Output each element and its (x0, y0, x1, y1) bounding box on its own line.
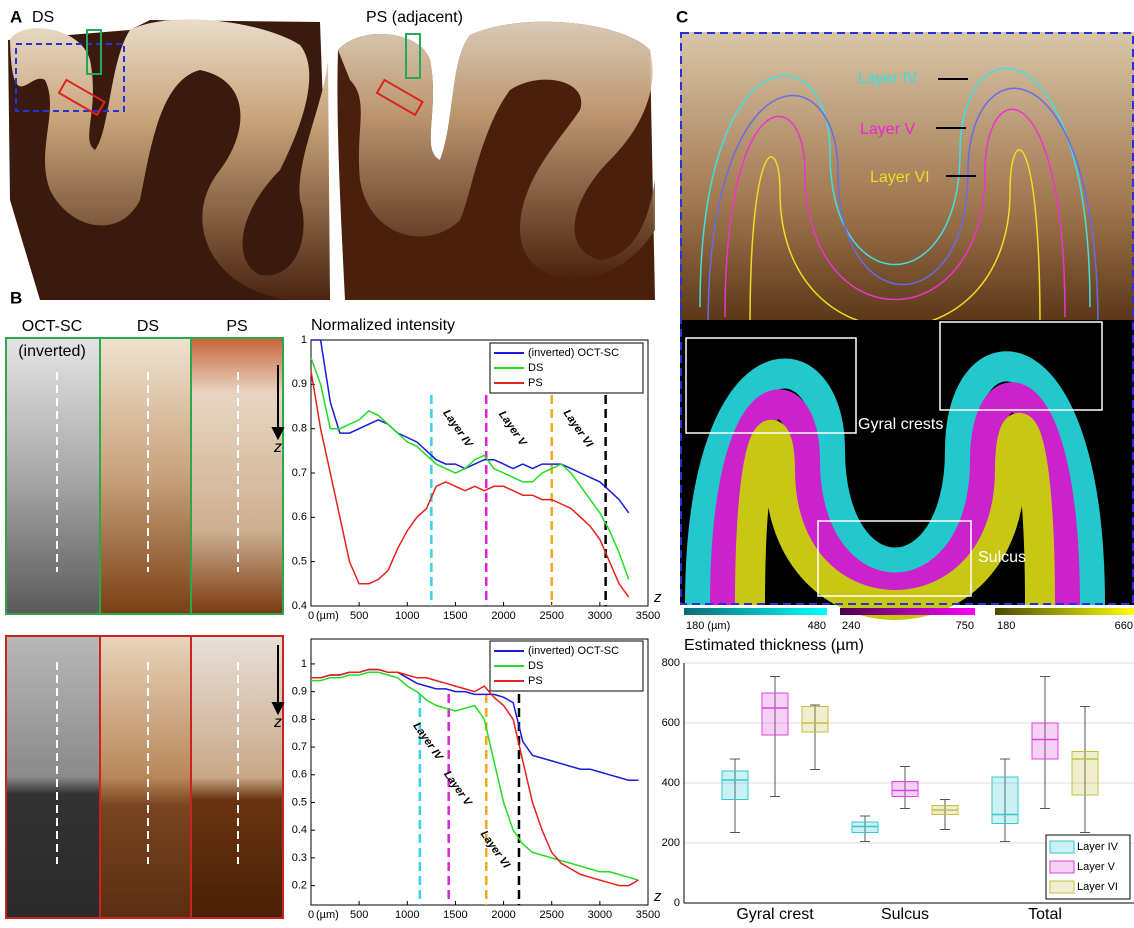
depth-label: z (273, 439, 282, 456)
x-tick-label: 1500 (443, 909, 467, 921)
chart-title: Normalized intensity (311, 317, 455, 334)
colorbar-label: 660 (1115, 620, 1133, 632)
x-tick-label: Total (1028, 906, 1062, 923)
box (1032, 723, 1058, 759)
x-tick-label: Gyral crest (736, 906, 814, 923)
box (992, 777, 1018, 824)
y-tick-label: 0.7 (292, 741, 307, 753)
y-tick-label: 0.6 (292, 769, 307, 781)
legend-label: PS (528, 377, 543, 389)
y-tick-label: 800 (662, 657, 680, 669)
y-tick-label: 400 (662, 777, 680, 789)
layer-label: Layer IV (858, 70, 918, 87)
column-label: DS (137, 318, 159, 335)
colorbar-label: 480 (808, 620, 826, 632)
panel-label: B (10, 288, 22, 307)
legend-swatch (1050, 841, 1074, 853)
x-tick-label: 3000 (588, 610, 612, 622)
x-axis-label: z (653, 589, 662, 606)
colorbar-label: 240 (842, 620, 860, 632)
column-label: PS (226, 318, 247, 335)
y-tick-label: 0.3 (292, 852, 307, 864)
region-label: Gyral crests (858, 416, 943, 433)
y-tick-label: 1 (301, 658, 307, 670)
colorbar-label: 750 (956, 620, 974, 632)
depth-label: z (273, 714, 282, 731)
x-tick-label: 500 (350, 610, 368, 622)
x-tick-label: 0 (308, 909, 314, 921)
panel-label: C (676, 7, 688, 26)
x-tick-label: 1500 (443, 610, 467, 622)
y-tick-label: 0.8 (292, 423, 307, 435)
box (762, 693, 788, 735)
box (1072, 752, 1098, 796)
legend-label: Layer IV (1077, 841, 1119, 853)
panel-c-images (680, 32, 1134, 615)
x-tick-label: 0 (308, 610, 314, 622)
y-tick-label: 0.8 (292, 713, 307, 725)
panel-b-images (6, 338, 283, 918)
image-label: DS (32, 9, 54, 26)
y-tick-label: 0.5 (292, 796, 307, 808)
legend-label: DS (528, 660, 543, 672)
legend-label: PS (528, 675, 543, 687)
chart-title: Estimated thickness (µm) (684, 637, 864, 654)
y-tick-label: 0.4 (292, 600, 307, 612)
x-tick-label: 2000 (491, 909, 515, 921)
y-tick-label: 0.2 (292, 880, 307, 892)
x-tick-label: 2000 (491, 610, 515, 622)
x-tick-label: 2500 (539, 610, 563, 622)
x-tick-label: 1000 (395, 610, 419, 622)
panel-label: A (10, 7, 22, 26)
y-tick-label: 0.6 (292, 511, 307, 523)
x-unit: (µm) (316, 909, 339, 921)
y-tick-label: 0.5 (292, 556, 307, 568)
x-tick-label: 3500 (636, 610, 660, 622)
y-tick-label: 200 (662, 837, 680, 849)
x-tick-label: 3000 (588, 909, 612, 921)
y-tick-label: 0.7 (292, 467, 307, 479)
x-unit: (µm) (316, 610, 339, 622)
colorbar-label: 180 (µm) (686, 620, 730, 632)
x-tick-label: 1000 (395, 909, 419, 921)
layer-label: Layer VI (870, 169, 930, 186)
x-axis-label: z (653, 888, 662, 905)
legend-label: (inverted) OCT-SC (528, 645, 619, 657)
region-label: Sulcus (978, 549, 1026, 566)
y-tick-label: 600 (662, 717, 680, 729)
legend-swatch (1050, 881, 1074, 893)
column-note: (inverted) (18, 343, 86, 360)
y-tick-label: 0 (674, 897, 680, 909)
x-tick-label: 3500 (636, 909, 660, 921)
x-tick-label: 500 (350, 909, 368, 921)
x-tick-label: 2500 (539, 909, 563, 921)
legend-label: Layer VI (1077, 881, 1118, 893)
y-tick-label: 0.9 (292, 686, 307, 698)
column-label: OCT-SC (22, 318, 82, 335)
box (802, 707, 828, 733)
panel-a-images (8, 19, 655, 300)
y-tick-label: 0.9 (292, 378, 307, 390)
layer-label: Layer V (860, 121, 915, 138)
legend-label: DS (528, 362, 543, 374)
legend-label: Layer V (1077, 861, 1116, 873)
x-tick-label: Sulcus (881, 906, 929, 923)
box (892, 782, 918, 797)
y-tick-label: 1 (301, 334, 307, 346)
image-label: PS (adjacent) (366, 9, 463, 26)
legend-swatch (1050, 861, 1074, 873)
figure: A B C DS PS (adjacent) OCT-SC DS PS (inv… (0, 0, 1134, 923)
y-tick-label: 0.4 (292, 824, 307, 836)
legend-label: (inverted) OCT-SC (528, 347, 619, 359)
box (722, 771, 748, 800)
colorbar-label: 180 (997, 620, 1015, 632)
